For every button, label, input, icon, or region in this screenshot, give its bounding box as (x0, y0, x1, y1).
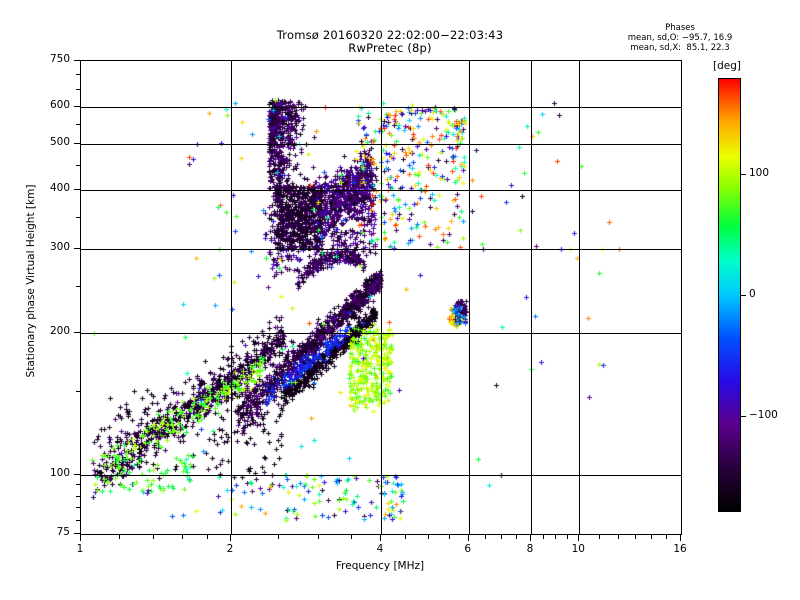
y-tick-mark (74, 332, 80, 333)
colorbar-tick-mark (741, 416, 746, 417)
y-tick-label: 400 (49, 182, 70, 195)
gridline-vertical (579, 61, 580, 534)
x-tick-minor (501, 535, 502, 539)
x-tick-label: 8 (526, 543, 534, 555)
y-tick-label: 750 (49, 53, 70, 65)
x-tick-mark (578, 535, 579, 541)
x-tick-minor (119, 535, 120, 539)
gridline-vertical (231, 61, 232, 534)
y-tick-minor (76, 507, 80, 508)
x-tick-mark (680, 535, 681, 541)
x-tick-minor (153, 535, 154, 539)
stats-x-mode: mean, sd,X: 85.1, 22.3 (630, 43, 730, 53)
y-tick-minor (76, 165, 80, 166)
x-tick-minor (318, 535, 319, 539)
scatter-plot-area (80, 60, 682, 535)
y-tick-minor (76, 89, 80, 90)
y-tick-minor (76, 484, 80, 485)
x-tick-mark (530, 535, 531, 541)
y-tick-label: 500 (49, 136, 70, 149)
y-tick-minor (76, 286, 80, 287)
x-tick-mark (380, 535, 381, 541)
stats-o-mode: mean, sd,O: −95.7, 16.9 (627, 33, 733, 43)
y-tick-label: 600 (49, 98, 70, 111)
x-tick-label: 10 (571, 543, 585, 555)
colorbar-gradient (718, 78, 741, 512)
x-tick-minor (567, 535, 568, 539)
y-tick-label: 75 (56, 526, 70, 538)
page-title: Tromsø 20160320 22:02:00−22:03:43 (276, 28, 504, 42)
x-tick-minor (543, 535, 544, 539)
x-tick-label: 16 (673, 543, 687, 555)
x-tick-minor (516, 535, 517, 539)
colorbar-tick-mark (741, 295, 746, 296)
y-tick-mark (74, 248, 80, 249)
x-tick-label: 1 (76, 543, 84, 555)
x-tick-minor (651, 535, 652, 539)
y-tick-label: 100 (49, 466, 70, 479)
y-tick-mark (74, 474, 80, 475)
y-tick-mark (74, 106, 80, 107)
x-tick-label: 2 (226, 543, 234, 555)
x-tick-minor (485, 535, 486, 539)
page-subtitle: RwPretec (8p) (348, 41, 432, 55)
y-tick-mark (74, 189, 80, 190)
x-tick-mark (230, 535, 231, 541)
colorbar-unit-label: [deg] (713, 60, 741, 72)
y-tick-minor (76, 74, 80, 75)
colorbar-tick-label: 100 (749, 167, 770, 179)
stats-heading: Phases (665, 23, 695, 33)
y-tick-mark (74, 143, 80, 144)
x-tick-minor (405, 535, 406, 539)
y-tick-minor (76, 496, 80, 497)
x-tick-minor (618, 535, 619, 539)
x-tick-minor (635, 535, 636, 539)
x-tick-mark (80, 535, 81, 541)
colorbar: 100 0 −100 (718, 78, 778, 512)
x-tick-minor (449, 535, 450, 539)
y-tick-label: 300 (49, 241, 70, 254)
colorbar-tick-label: −100 (749, 409, 778, 421)
x-tick-label: 4 (376, 543, 384, 555)
colorbar-tick-label: 0 (749, 288, 756, 300)
y-tick-mark (74, 60, 80, 61)
y-tick-mark (74, 533, 80, 534)
y-tick-minor (76, 124, 80, 125)
y-tick-minor (76, 391, 80, 392)
gridline-vertical (381, 61, 382, 534)
x-axis-label: Frequency [MHz] (335, 560, 425, 572)
x-tick-minor (555, 535, 556, 539)
y-tick-minor (76, 217, 80, 218)
x-tick-minor (428, 535, 429, 539)
x-tick-minor (278, 535, 279, 539)
x-tick-minor (351, 535, 352, 539)
x-tick-mark (468, 535, 469, 541)
gridline-vertical (531, 61, 532, 534)
colorbar-tick-mark (741, 174, 746, 175)
y-axis-label: Stationary phase Virtual Height [km] (25, 184, 37, 378)
x-tick-minor (182, 535, 183, 539)
y-tick-label: 200 (49, 324, 70, 337)
x-tick-minor (666, 535, 667, 539)
gridline-vertical (469, 61, 470, 534)
x-tick-label: 6 (464, 543, 472, 555)
x-tick-minor (599, 535, 600, 539)
x-tick-minor (207, 535, 208, 539)
y-tick-minor (76, 520, 80, 521)
